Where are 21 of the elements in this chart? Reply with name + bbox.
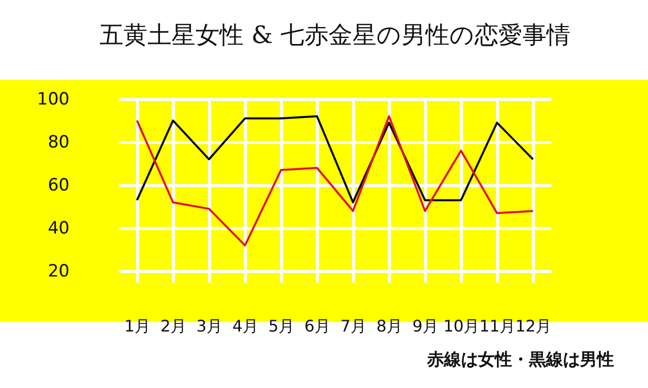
- y-tick-label: 80: [48, 132, 70, 153]
- x-tick-label: 7月: [340, 316, 367, 336]
- x-tick-label: 3月: [196, 316, 223, 336]
- x-tick-label: 6月: [304, 316, 331, 336]
- x-tick-label: 12月: [515, 316, 552, 336]
- y-tick-label: 100: [37, 90, 70, 110]
- line-series: [136, 115, 534, 204]
- x-tick-label: 8月: [376, 316, 403, 336]
- x-tick-label: 10月: [443, 316, 480, 336]
- line-series: [136, 115, 534, 246]
- x-tick-label: 4月: [232, 316, 259, 336]
- x-tick-label: 9月: [412, 316, 439, 336]
- x-tick-label: 2月: [160, 316, 187, 336]
- text: 赤線は女性・黒線は男性: [427, 349, 614, 371]
- x-tick-label: 1月: [124, 316, 151, 336]
- y-tick-label: 40: [48, 218, 70, 239]
- chart-title: 五黄土星女性 & 七赤金星の男性の恋愛事情: [100, 21, 570, 49]
- x-tick-label: 5月: [268, 316, 295, 336]
- x-tick-label: 11月: [479, 316, 516, 336]
- y-tick-label: 60: [48, 176, 70, 196]
- y-tick-label: 20: [48, 262, 70, 282]
